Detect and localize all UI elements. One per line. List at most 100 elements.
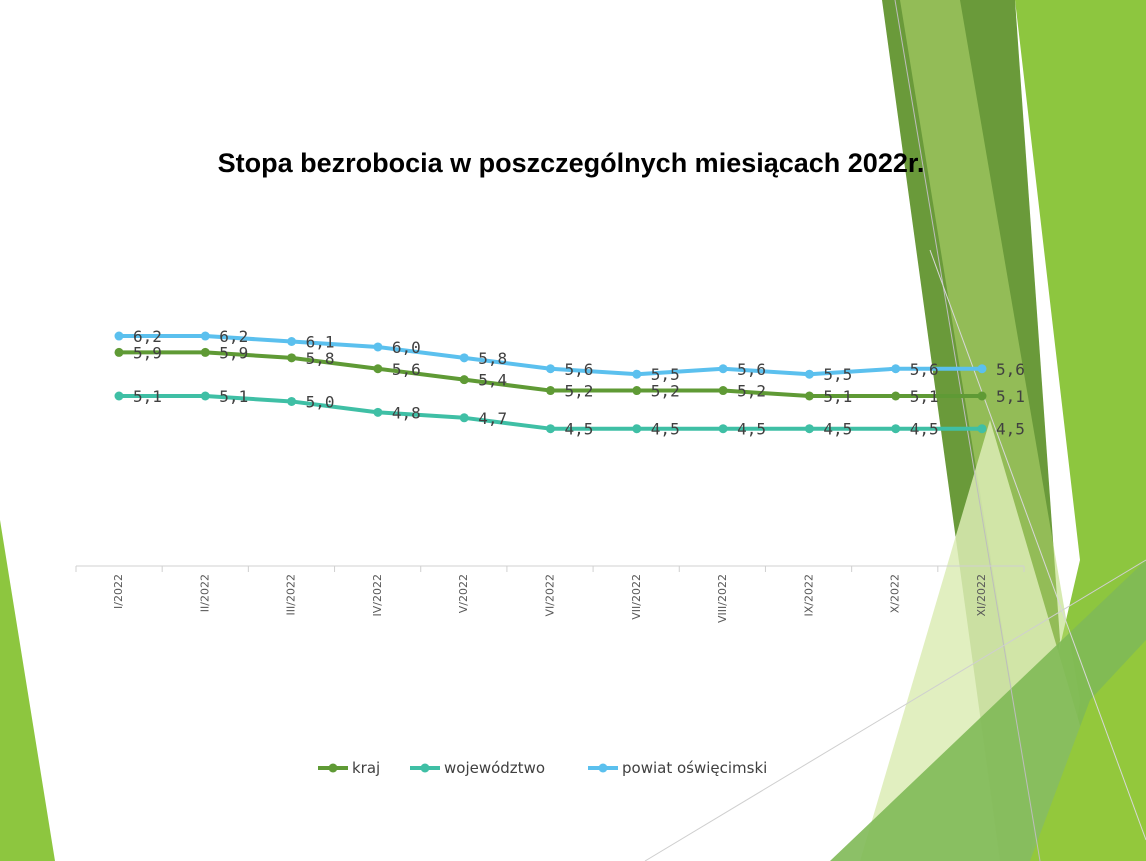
data-label: 5,4 bbox=[478, 371, 507, 390]
data-label: 6,2 bbox=[133, 327, 162, 346]
data-label: 5,9 bbox=[219, 343, 248, 362]
data-label: 4,5 bbox=[996, 420, 1025, 439]
data-label: 5,1 bbox=[910, 387, 939, 406]
data-label: 4,5 bbox=[737, 420, 766, 439]
data-label: 6,0 bbox=[392, 338, 421, 357]
data-point bbox=[632, 369, 642, 379]
deco-bottom-right-bright bbox=[1030, 640, 1146, 861]
data-point bbox=[632, 386, 642, 396]
data-label: 5,5 bbox=[651, 365, 680, 384]
data-labels: 5,9 5,9 5,8 5,6 5,4 5,2 5,2 5,2 5,1 5,1 5,1 5,1 5,1 5… bbox=[133, 327, 1025, 439]
legend-label: województwo bbox=[444, 759, 545, 777]
data-label: 6,2 bbox=[219, 327, 248, 346]
series-2 bbox=[114, 331, 987, 379]
data-point bbox=[200, 391, 210, 401]
data-point bbox=[546, 386, 555, 396]
series-1 bbox=[114, 391, 987, 434]
data-point bbox=[373, 407, 383, 417]
x-tick-label: X/2022 bbox=[889, 574, 902, 613]
data-label: 5,2 bbox=[565, 382, 594, 401]
data-label: 6,1 bbox=[306, 333, 335, 352]
x-tick-label: I/2022 bbox=[112, 574, 125, 609]
x-tick-label: V/2022 bbox=[457, 574, 470, 613]
data-point bbox=[373, 364, 383, 374]
legend-item: powiat oświęcimski bbox=[588, 759, 767, 777]
series-0 bbox=[114, 347, 987, 401]
data-label: 4,5 bbox=[910, 420, 939, 439]
data-point bbox=[287, 396, 297, 406]
data-point bbox=[546, 364, 555, 374]
data-point bbox=[546, 424, 555, 434]
deco-thin-line-2 bbox=[644, 559, 1146, 861]
data-label: 5,8 bbox=[306, 349, 335, 368]
x-axis: I/2022 II/2022 III/2022 IV/2022 V/2022 VI/202… bbox=[75, 565, 1025, 623]
data-point bbox=[459, 353, 469, 363]
x-tick-label: VIII/2022 bbox=[716, 574, 729, 623]
legend-swatch-marker bbox=[420, 763, 430, 773]
x-tick-label: IV/2022 bbox=[371, 574, 384, 616]
data-label: 5,8 bbox=[478, 349, 507, 368]
data-point bbox=[804, 424, 814, 434]
data-point bbox=[718, 386, 728, 396]
data-label: 5,6 bbox=[737, 360, 766, 379]
legend-swatch-marker bbox=[598, 763, 608, 773]
data-point bbox=[373, 342, 383, 352]
data-label: 5,5 bbox=[823, 365, 852, 384]
data-label: 4,5 bbox=[651, 420, 680, 439]
x-tick-label: XI/2022 bbox=[975, 574, 988, 616]
data-label: 5,1 bbox=[823, 387, 852, 406]
data-point bbox=[977, 424, 987, 434]
data-point bbox=[977, 364, 987, 374]
data-label: 5,6 bbox=[910, 360, 939, 379]
x-tick-label: III/2022 bbox=[285, 574, 298, 615]
data-point bbox=[287, 337, 297, 346]
data-label: 5,2 bbox=[737, 382, 766, 401]
x-tick-label: VII/2022 bbox=[630, 574, 643, 620]
data-point bbox=[200, 347, 210, 357]
legend: kraj województwo powiat oświęcimski bbox=[318, 759, 767, 777]
data-label: 4,5 bbox=[823, 420, 852, 439]
data-label: 5,6 bbox=[996, 360, 1025, 379]
data-label: 5,6 bbox=[565, 360, 594, 379]
data-label: 4,8 bbox=[392, 403, 421, 422]
data-point bbox=[804, 391, 814, 401]
series-lines bbox=[114, 331, 987, 434]
data-label: 4,5 bbox=[565, 420, 594, 439]
deco-left-wedge bbox=[0, 520, 55, 861]
data-point bbox=[891, 364, 901, 374]
legend-label: powiat oświęcimski bbox=[622, 759, 767, 777]
data-point bbox=[718, 364, 728, 374]
data-label: 5,2 bbox=[651, 382, 680, 401]
data-label: 5,6 bbox=[392, 360, 421, 379]
data-point bbox=[459, 375, 469, 385]
chart-title: Stopa bezrobocia w poszczególnych miesią… bbox=[218, 148, 925, 178]
data-point bbox=[459, 413, 469, 423]
data-label: 5,1 bbox=[133, 387, 162, 406]
data-point bbox=[114, 347, 124, 357]
data-label: 4,7 bbox=[478, 409, 507, 428]
data-point bbox=[891, 424, 901, 434]
data-point bbox=[114, 391, 124, 401]
x-tick-label: IX/2022 bbox=[802, 574, 815, 616]
legend-label: kraj bbox=[352, 759, 380, 777]
data-point bbox=[977, 391, 987, 401]
data-point bbox=[804, 369, 814, 379]
data-point bbox=[114, 331, 124, 341]
data-point bbox=[632, 424, 642, 434]
x-tick-label: VI/2022 bbox=[544, 574, 557, 616]
legend-item: kraj bbox=[318, 759, 380, 777]
data-label: 5,1 bbox=[219, 387, 248, 406]
data-label: 5,9 bbox=[133, 343, 162, 362]
data-label: 5,1 bbox=[996, 387, 1025, 406]
data-point bbox=[287, 353, 297, 363]
deco-thin-line-3 bbox=[929, 249, 1146, 841]
legend-swatch-marker bbox=[328, 763, 338, 773]
data-point bbox=[891, 391, 901, 401]
data-point bbox=[718, 424, 728, 434]
x-tick-label: II/2022 bbox=[198, 574, 211, 612]
data-point bbox=[200, 331, 210, 341]
data-label: 5,0 bbox=[306, 392, 335, 411]
